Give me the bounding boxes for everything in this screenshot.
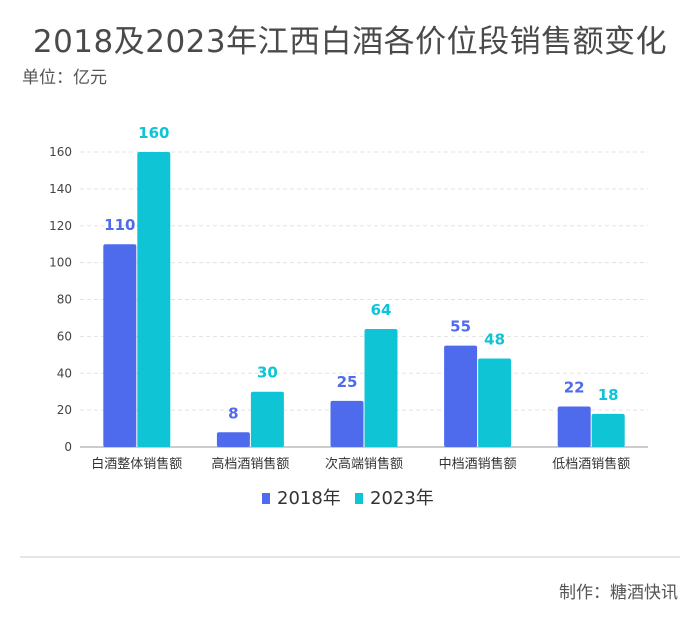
data-label: 64 — [371, 301, 392, 319]
chart-title: 2018及2023年江西白酒各价位段销售额变化 — [32, 24, 668, 60]
x-tick-label: 高档酒销售额 — [211, 456, 289, 472]
data-label: 160 — [138, 124, 169, 142]
bar-2023 — [250, 391, 284, 447]
unit-label: 单位：亿元 — [22, 68, 107, 88]
y-tick-label: 120 — [49, 219, 72, 233]
x-tick-label: 中档酒销售额 — [439, 456, 517, 472]
data-label: 55 — [450, 318, 471, 336]
legend-item: 2023年 — [370, 488, 434, 509]
bar-2023 — [478, 358, 512, 447]
x-tick-label: 次高端销售额 — [325, 456, 403, 472]
bar-2023 — [364, 329, 398, 447]
bar-chart: 0 20 40 60 80 100 120 140 160 110 160 白酒整体销售额 8 30 高档酒… — [49, 124, 648, 509]
y-tick-label: 140 — [49, 182, 72, 196]
bar-2018 — [330, 400, 364, 447]
x-tick-label: 低档酒销售额 — [552, 456, 630, 472]
bar-2023 — [137, 152, 171, 447]
data-label: 110 — [104, 216, 135, 234]
data-label: 48 — [484, 331, 505, 349]
data-label: 25 — [337, 373, 358, 391]
y-tick-label: 100 — [49, 256, 72, 270]
divider — [20, 556, 680, 558]
y-tick-label: 160 — [49, 145, 72, 159]
y-tick-label: 60 — [57, 329, 72, 343]
x-tick-label: 白酒整体销售额 — [91, 456, 182, 472]
data-label: 8 — [228, 404, 238, 422]
data-label: 18 — [598, 386, 619, 404]
legend-swatch — [262, 493, 270, 504]
data-label: 30 — [257, 364, 278, 382]
bar-2023 — [591, 413, 625, 447]
bar-2018 — [216, 432, 250, 447]
legend-swatch — [355, 493, 363, 504]
credit-text: 制作：糖酒快讯 — [559, 583, 678, 603]
legend-item: 2018年 — [277, 488, 341, 509]
bar-2018 — [103, 244, 137, 447]
bar-2018 — [444, 345, 478, 447]
bar-2018 — [557, 406, 591, 447]
y-tick-label: 40 — [57, 366, 72, 380]
y-tick-label: 80 — [57, 293, 72, 307]
y-tick-label: 0 — [64, 440, 72, 454]
data-label: 22 — [564, 378, 585, 396]
y-tick-label: 20 — [57, 403, 72, 417]
